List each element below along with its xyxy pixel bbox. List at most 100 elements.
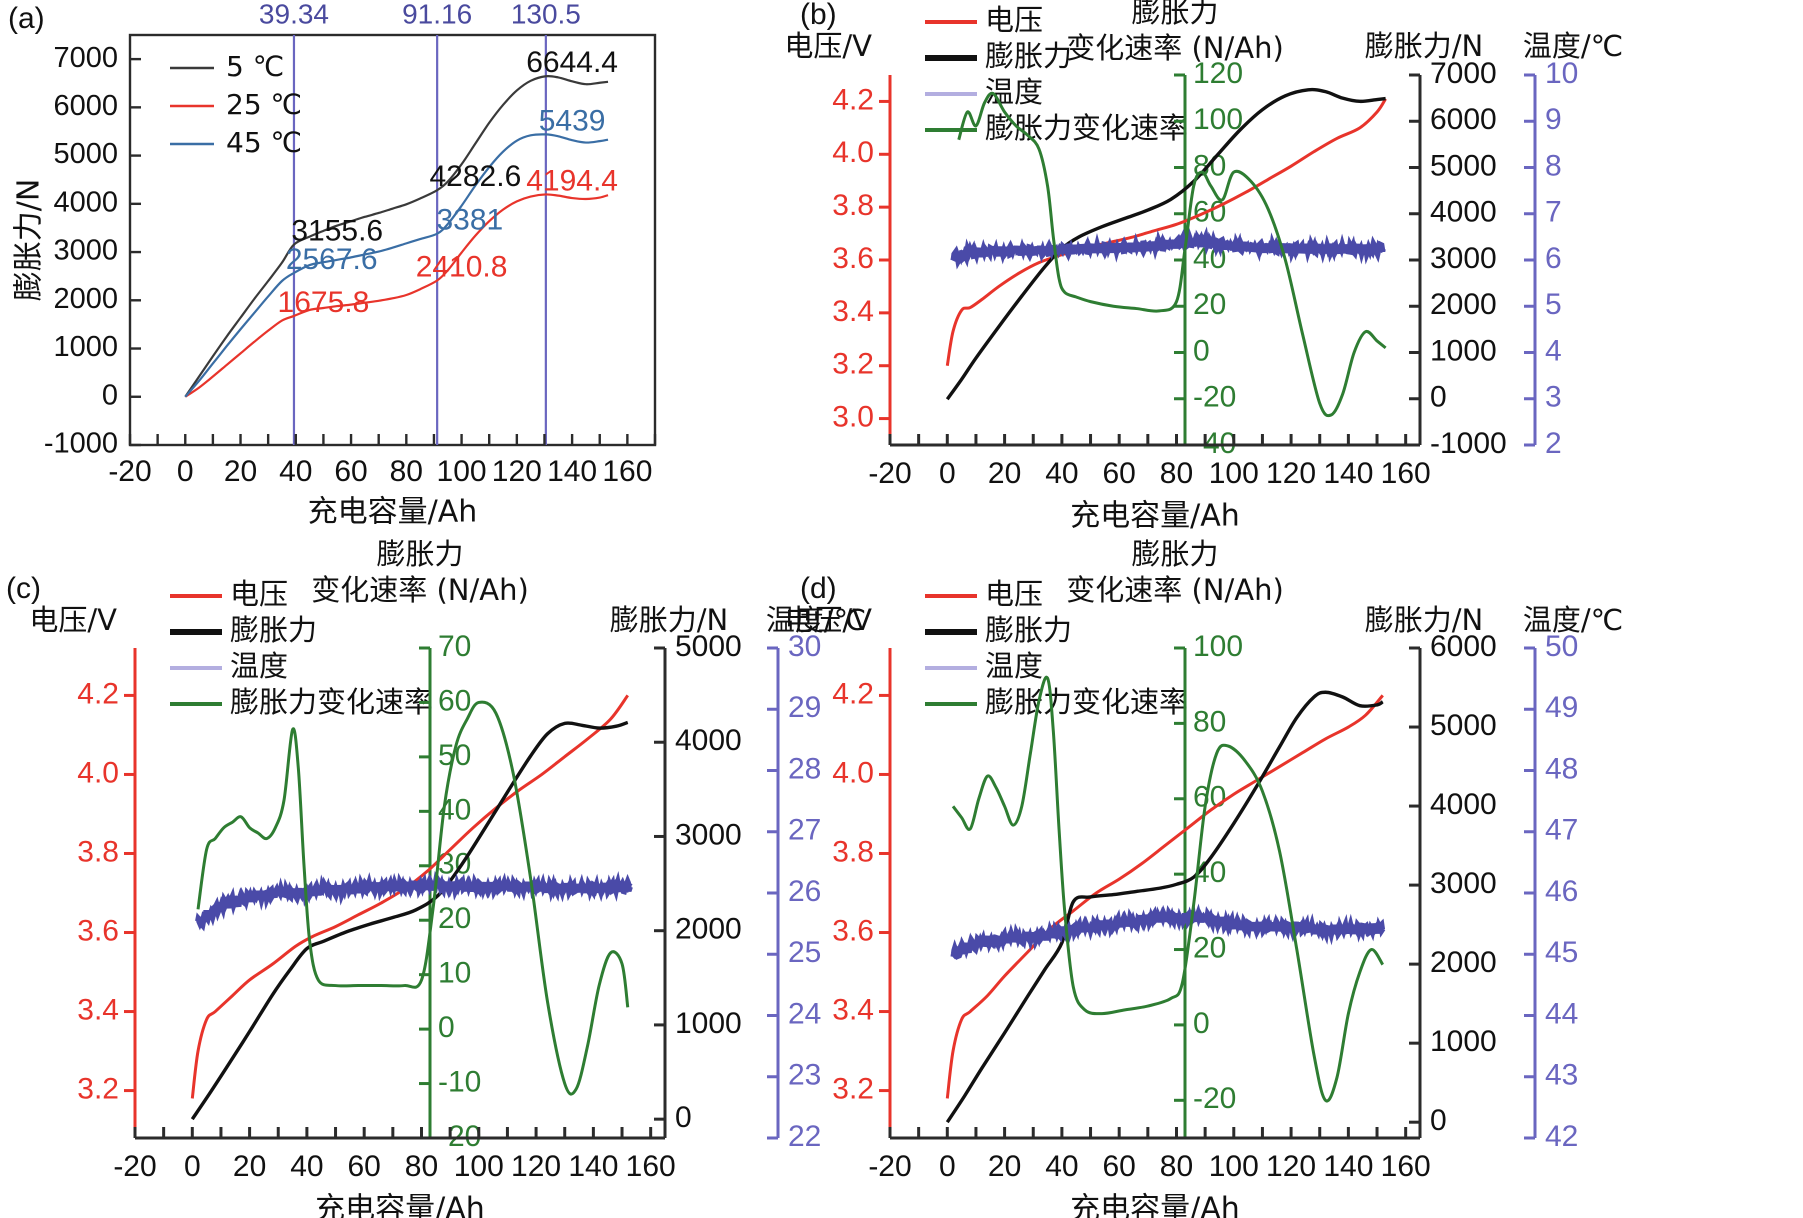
svg-d-voltage-tick: 3.2 — [832, 1073, 874, 1106]
svg-b-xtick: 140 — [1323, 457, 1373, 490]
svg-c-xtick: 100 — [454, 1150, 504, 1183]
svg-c-xtick: 60 — [348, 1150, 381, 1183]
svg-d-rate-axis-title-1: 膨胀力 — [1131, 537, 1218, 571]
svg-d-force-tick: 1000 — [1430, 1025, 1497, 1058]
svg-d-series-force — [945, 690, 1384, 1124]
panel-a-xtick: 160 — [602, 455, 652, 488]
svg-d-xtick: 120 — [1266, 1150, 1316, 1183]
svg-b-series-temperature — [950, 226, 1386, 270]
svg-d-legend-label-temperature: 温度 — [985, 649, 1043, 683]
svg-b-force-tick: -1000 — [1430, 427, 1507, 460]
svg-c-voltage-axis-title: 电压/V — [29, 603, 117, 637]
svg-b-legend-label-voltage: 电压 — [985, 3, 1043, 37]
svg-c-xtick: 120 — [511, 1150, 561, 1183]
svg-b-force-tick: 7000 — [1430, 57, 1497, 90]
svg-b-xlabel: 充电容量/Ah — [1070, 499, 1240, 534]
svg-c-voltage-tick: 4.0 — [77, 756, 119, 789]
panel-b: (b) 电压 膨胀力 温度 膨胀力变化速率 电压/V 膨胀力 变化速率 (N/Ah) 膨胀力/N… — [784, 0, 1803, 534]
svg-b-force-tick: 5000 — [1430, 149, 1497, 182]
panel-a-legend-label-0: 5 ℃ — [226, 50, 284, 83]
svg-c-legend-label-expansion-force-rate: 膨胀力变化速率 — [230, 685, 433, 719]
panel-a-annotation-7: 5439 — [539, 104, 606, 137]
svg-d-xtick: -20 — [868, 1150, 911, 1183]
svg-c-voltage-tick: 3.8 — [77, 835, 119, 868]
svg-c-temp-tick: 26 — [788, 875, 821, 908]
svg-c-series-temperature — [195, 870, 633, 932]
svg-d-force-tick: 4000 — [1430, 788, 1497, 821]
svg-b-rate-tick: -40 — [1193, 427, 1236, 460]
svg-d-xtick: 60 — [1103, 1150, 1136, 1183]
svg-d-series-rate — [951, 675, 1385, 1103]
svg-d-voltage-tick: 4.0 — [832, 756, 874, 789]
panel-a-xtick: -20 — [108, 455, 151, 488]
svg-b-legend-label-temperature: 温度 — [985, 75, 1043, 109]
panel-a: (a) 39.34 91.16 130.5 -1000 0 1000 2000 3000 4000… — [0, 0, 780, 530]
svg-b-temp-tick: 8 — [1545, 149, 1562, 182]
panel-a-annotation-4: 3381 — [436, 204, 503, 237]
svg-b-voltage-tick: 3.6 — [832, 242, 874, 275]
svg-c-rate-tick: 20 — [438, 902, 471, 935]
svg-b-legend-label-expansion-force-rate: 膨胀力变化速率 — [985, 111, 1188, 145]
panel-a-annotation-0: 3155.6 — [291, 214, 383, 247]
svg-b-voltage-tick: 3.0 — [832, 400, 874, 433]
panel-a-xtick: 80 — [390, 455, 423, 488]
panel-a-xtick: 20 — [224, 455, 257, 488]
panel-a-xlabel: 充电容量/Ah — [308, 495, 478, 530]
panel-a-ytick: 2000 — [53, 283, 118, 315]
svg-c-voltage-tick: 4.2 — [77, 677, 119, 710]
svg-c-xtick: -20 — [113, 1150, 156, 1183]
svg-c-legend-label-expansion-force: 膨胀力 — [230, 613, 317, 647]
panel-a-legend-label-2: 45 ℃ — [226, 126, 302, 159]
svg-c-xtick: 20 — [233, 1150, 266, 1183]
svg-b-force-tick: 2000 — [1430, 288, 1497, 321]
svg-b-voltage-axis-title: 电压/V — [784, 29, 872, 63]
svg-c-voltage-tick: 3.2 — [77, 1073, 119, 1106]
panel-a-ytick: 0 — [102, 379, 118, 411]
svg-d-voltage-tick: 3.8 — [832, 835, 874, 868]
svg-d-temp-tick: 45 — [1545, 936, 1578, 969]
svg-c-temp-tick: 23 — [788, 1059, 821, 1092]
panel-a-series-1 — [184, 193, 609, 398]
svg-b-xtick: 60 — [1103, 457, 1136, 490]
svg-b-legend-label-expansion-force: 膨胀力 — [985, 39, 1072, 73]
panel-a-ylabel: 膨胀力/N — [12, 179, 47, 302]
svg-b-rate-tick: 120 — [1193, 57, 1243, 90]
svg-c-temp-tick: 24 — [788, 997, 821, 1030]
panel-a-ytick: 7000 — [53, 42, 118, 74]
panel-a-legend-label-1: 25 ℃ — [226, 88, 302, 121]
svg-c-voltage-tick: 3.4 — [77, 993, 119, 1026]
svg-c-rate-tick: -20 — [438, 1120, 481, 1153]
svg-c-series-rate — [196, 700, 630, 1096]
svg-d-voltage-tick: 4.2 — [832, 677, 874, 710]
svg-c-temp-tick: 27 — [788, 814, 821, 847]
panel-a-xtick: 100 — [437, 455, 487, 488]
svg-c-label: (c) — [6, 572, 41, 605]
svg-b-rate-axis-title-1: 膨胀力 — [1131, 0, 1218, 29]
svg-d-force-tick: 2000 — [1430, 946, 1497, 979]
panel-a-ytick: -1000 — [44, 428, 118, 460]
svg-b-temp-tick: 5 — [1545, 288, 1562, 321]
svg-d-temp-tick: 46 — [1545, 875, 1578, 908]
svg-d-rate-axis-title-2: 变化速率 (N/Ah) — [1066, 573, 1284, 607]
svg-d-voltage-tick: 3.6 — [832, 914, 874, 947]
panel-a-annotation-1: 2567.6 — [286, 243, 378, 276]
svg-d-temp-tick: 44 — [1545, 997, 1578, 1030]
panel-a-xtick: 40 — [279, 455, 312, 488]
svg-c-temp-tick: 30 — [788, 630, 821, 663]
svg-d-force-tick: 3000 — [1430, 867, 1497, 900]
svg-b-voltage-tick: 4.0 — [832, 136, 874, 169]
svg-d-series-temperature — [950, 903, 1386, 961]
svg-c-temp-tick: 28 — [788, 752, 821, 785]
panel-a-annotation-3: 4282.6 — [430, 160, 522, 193]
svg-d-xtick: 20 — [988, 1150, 1021, 1183]
svg-c-rate-tick: 10 — [438, 957, 471, 990]
panel-a-annotation-5: 2410.8 — [416, 250, 508, 283]
svg-d-temp-tick: 47 — [1545, 814, 1578, 847]
svg-b-rate-tick: 100 — [1193, 103, 1243, 136]
svg-b-force-axis-title: 膨胀力/N — [1365, 29, 1483, 63]
panel-d: (d) 电压 膨胀力 温度 膨胀力变化速率 电压/V 膨胀力 变化速率 (N/Ah) 膨胀力/N… — [784, 537, 1803, 1218]
svg-b-xtick: -20 — [868, 457, 911, 490]
svg-c-rate-tick: -10 — [438, 1065, 481, 1098]
panel-a-xtick: 120 — [492, 455, 542, 488]
